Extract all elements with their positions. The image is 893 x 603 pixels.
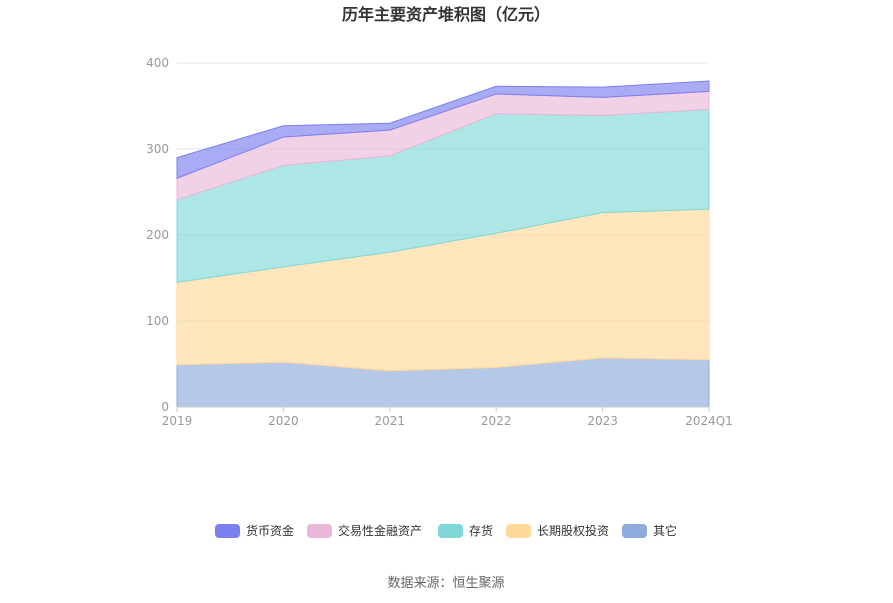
- x-tick-label: 2021: [375, 414, 406, 428]
- x-tick-label: 2019: [162, 414, 193, 428]
- legend: 货币资金 交易性金融资产 存货 长期股权投资 其它: [215, 523, 677, 538]
- x-tick-label: 2020: [268, 414, 299, 428]
- data-source: 数据来源：恒生聚源: [387, 576, 504, 591]
- y-tick-label: 100: [146, 314, 169, 328]
- area-series-group: [176, 80, 710, 408]
- x-axis: 2019 2020 2021 2022 2023 2024Q1: [162, 406, 733, 428]
- legend-swatch: [622, 524, 647, 538]
- legend-swatch: [438, 524, 463, 538]
- x-tick-label: 2022: [481, 414, 512, 428]
- legend-label: 货币资金: [246, 523, 294, 538]
- y-tick-label: 300: [146, 142, 169, 156]
- legend-label: 交易性金融资产: [338, 523, 422, 538]
- y-tick-label: 0: [161, 400, 169, 414]
- legend-label: 长期股权投资: [537, 523, 609, 538]
- legend-label: 其它: [653, 523, 677, 538]
- x-tick-label: 2024Q1: [685, 414, 733, 428]
- legend-swatch: [307, 524, 332, 538]
- legend-swatch: [506, 524, 531, 538]
- area-series-4: [176, 80, 710, 179]
- y-tick-label: 400: [146, 56, 169, 70]
- x-tick-label: 2023: [587, 414, 618, 428]
- legend-swatch: [215, 524, 240, 538]
- legend-label: 存货: [469, 523, 493, 538]
- y-tick-label: 200: [146, 228, 169, 242]
- y-axis: 0 100 200 300 400: [146, 56, 169, 414]
- chart-title: 历年主要资产堆积图（亿元）: [342, 5, 550, 24]
